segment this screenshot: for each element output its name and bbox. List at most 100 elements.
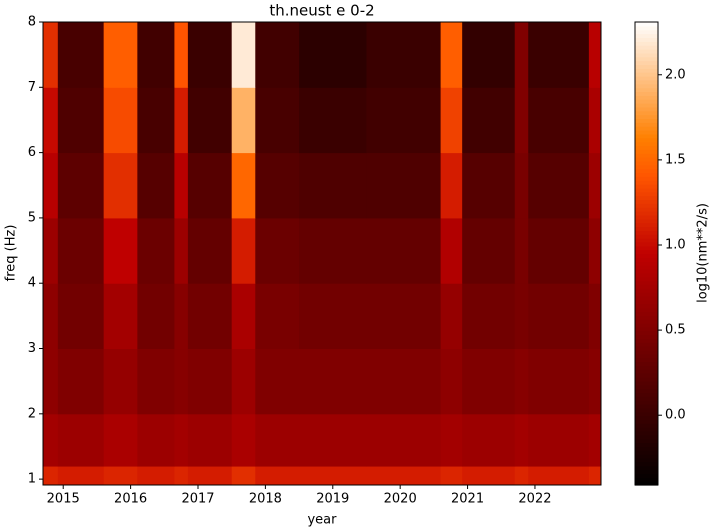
heatmap-cell [137, 283, 175, 350]
heatmap-cell [299, 152, 367, 219]
x-tick-label: 2022 [518, 492, 551, 507]
heatmap-cell [43, 217, 59, 284]
heatmap-cell [366, 152, 442, 219]
heatmap-cell [528, 87, 590, 154]
heatmap-cell [514, 217, 529, 284]
heatmap-cell [514, 152, 529, 219]
heatmap-cell [231, 413, 256, 467]
heatmap-cell [174, 348, 189, 415]
colorbar-tick-label: 0.5 [665, 323, 686, 338]
heatmap-cell [440, 283, 463, 350]
heatmap-cell [103, 152, 138, 219]
heatmap-cell [440, 348, 463, 415]
heatmap-cell [514, 466, 529, 486]
heatmap-cell [103, 283, 138, 350]
colorbar-tick-label: 1.5 [665, 152, 686, 167]
heatmap-cell [255, 413, 300, 467]
heatmap-cell [57, 217, 105, 284]
heatmap [43, 22, 602, 486]
heatmap-cell [187, 466, 233, 486]
colorbar-tick-label: 0.0 [665, 408, 686, 423]
heatmap-cell [528, 413, 590, 467]
heatmap-cell [462, 87, 516, 154]
heatmap-cell [231, 217, 256, 284]
heatmap-cell [103, 22, 138, 88]
heatmap-cell [440, 217, 463, 284]
heatmap-cell [528, 466, 590, 486]
colorbar [635, 22, 658, 486]
heatmap-cell [255, 217, 300, 284]
heatmap-cell [440, 152, 463, 219]
heatmap-cell [528, 22, 590, 88]
colorbar-frame [634, 21, 659, 486]
heatmap-cell [588, 217, 602, 284]
heatmap-cell [137, 413, 175, 467]
heatmap-cell [255, 22, 300, 88]
heatmap-cell [187, 217, 233, 284]
y-tick-label: 2 [28, 406, 36, 421]
heatmap-cell [255, 466, 300, 486]
heatmap-cell [299, 348, 367, 415]
heatmap-cell [440, 22, 463, 88]
heatmap-cell [174, 283, 189, 350]
heatmap-cell [588, 466, 602, 486]
x-axis-label: year [307, 513, 337, 528]
x-tick-label: 2019 [316, 492, 349, 507]
heatmap-cell [231, 152, 256, 219]
heatmap-cell [366, 22, 442, 88]
heatmap-cell [588, 283, 602, 350]
heatmap-cell [57, 348, 105, 415]
heatmap-cell [462, 466, 516, 486]
heatmap-cell [137, 348, 175, 415]
heatmap-cell [57, 283, 105, 350]
heatmap-cell [57, 152, 105, 219]
heatmap-cell [174, 87, 189, 154]
heatmap-cell [137, 217, 175, 284]
heatmap-cell [366, 87, 442, 154]
heatmap-cell [103, 413, 138, 467]
heatmap-cell [462, 152, 516, 219]
heatmap-cell [299, 87, 367, 154]
heatmap-cell [514, 87, 529, 154]
heatmap-cell [187, 348, 233, 415]
heatmap-cell [514, 348, 529, 415]
heatmap-cell [462, 283, 516, 350]
heatmap-cell [462, 413, 516, 467]
heatmap-cell [299, 217, 367, 284]
y-tick-label: 5 [28, 210, 36, 225]
y-tick-label: 6 [28, 145, 36, 160]
heatmap-cell [514, 413, 529, 467]
heatmap-cell [43, 152, 59, 219]
chart-title: th.neust e 0-2 [269, 2, 374, 20]
heatmap-cell [43, 22, 59, 88]
heatmap-cell [174, 22, 189, 88]
heatmap-cell [231, 22, 256, 88]
heatmap-cell [187, 283, 233, 350]
heatmap-cell [187, 413, 233, 467]
heatmap-cell [299, 413, 367, 467]
heatmap-cell [528, 217, 590, 284]
heatmap-cell [174, 217, 189, 284]
heatmap-cell [255, 87, 300, 154]
heatmap-cell [514, 22, 529, 88]
heatmap-cell [137, 22, 175, 88]
heatmap-cell [366, 217, 442, 284]
x-tick-label: 2017 [181, 492, 214, 507]
heatmap-cell [174, 152, 189, 219]
heatmap-cell [366, 348, 442, 415]
heatmap-cell [137, 152, 175, 219]
heatmap-cell [57, 22, 105, 88]
x-tick-label: 2016 [114, 492, 147, 507]
colorbar-tick-label: 1.0 [665, 237, 686, 252]
y-tick-label: 7 [28, 80, 36, 95]
heatmap-cell [187, 152, 233, 219]
heatmap-cell [231, 283, 256, 350]
heatmap-cell [588, 22, 602, 88]
x-tick-label: 2015 [47, 492, 80, 507]
heatmap-cell [255, 283, 300, 350]
heatmap-cell [103, 348, 138, 415]
heatmap-cell [366, 466, 442, 486]
colorbar-tick-label: 2.0 [665, 67, 686, 82]
heatmap-cell [528, 348, 590, 415]
colorbar-label: log10(nm**2/s) [696, 203, 711, 303]
